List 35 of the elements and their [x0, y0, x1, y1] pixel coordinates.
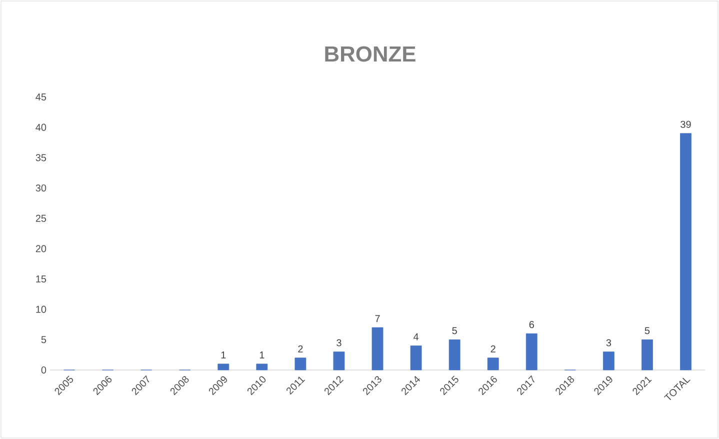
- data-label: 2: [298, 345, 303, 352]
- y-tick-label: 45: [36, 94, 46, 100]
- bar: [680, 133, 692, 370]
- data-label: 3: [336, 339, 342, 346]
- bar: [487, 358, 499, 370]
- bar: [642, 339, 653, 370]
- y-tick-label: 40: [36, 124, 46, 131]
- y-tick-label: 35: [36, 154, 46, 162]
- data-label: 4: [414, 333, 419, 340]
- y-tick-label: 15: [36, 276, 46, 282]
- y-tick-label: 20: [36, 245, 46, 252]
- y-tick-label: 5: [41, 336, 46, 344]
- bar: [333, 352, 345, 370]
- chart-title: BRONZE: [325, 46, 416, 62]
- bar: [448, 339, 460, 370]
- bar: [372, 327, 384, 370]
- data-label: 39: [680, 120, 691, 128]
- bar: [218, 364, 230, 370]
- data-label: 7: [375, 315, 380, 322]
- data-label: 1: [221, 352, 226, 358]
- bar: [526, 333, 538, 370]
- bar: [410, 346, 422, 370]
- y-tick-label: 0: [41, 366, 46, 374]
- data-label: 5: [644, 327, 650, 334]
- y-tick-label: 30: [36, 184, 46, 192]
- data-label: 5: [452, 327, 457, 334]
- y-tick-label: 25: [36, 214, 46, 222]
- bar: [256, 364, 268, 370]
- data-label: 3: [606, 339, 612, 346]
- data-label: 6: [529, 321, 534, 328]
- y-tick-label: 10: [36, 306, 46, 313]
- bar: [602, 352, 614, 370]
- bar: [294, 358, 306, 370]
- data-label: 1: [260, 352, 264, 358]
- data-label: 2: [490, 345, 496, 352]
